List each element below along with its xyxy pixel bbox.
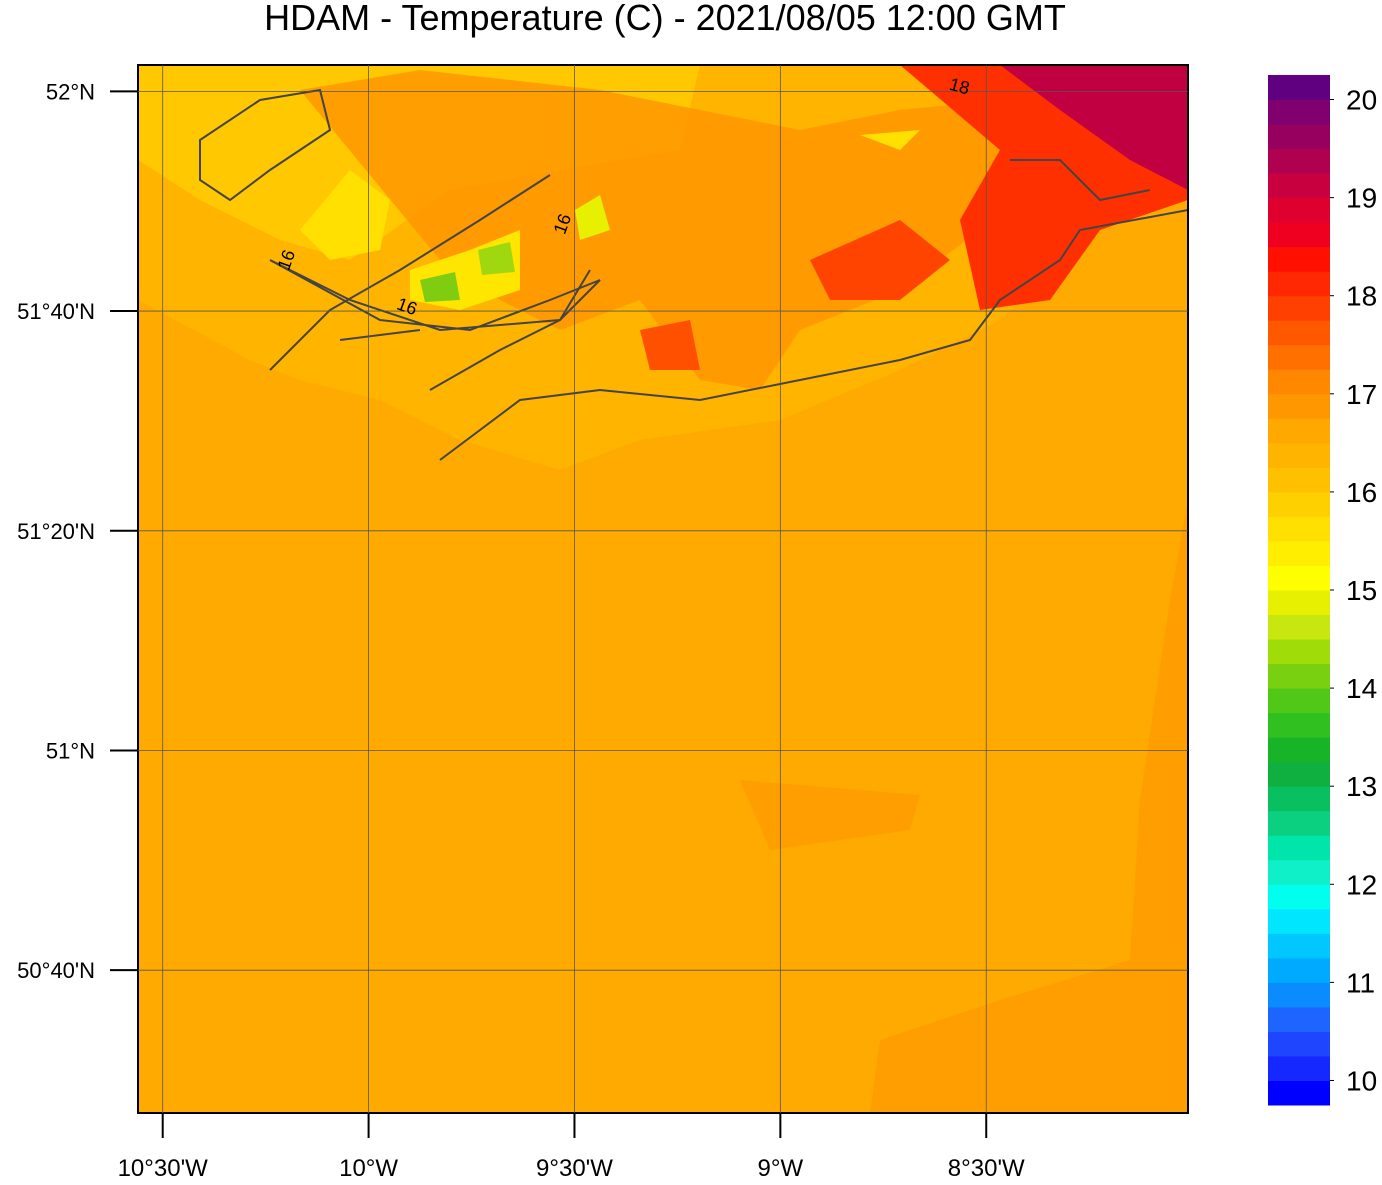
y-tick-label: 51°N [46, 738, 95, 763]
colorbar-swatch [1268, 1055, 1330, 1081]
colorbar-label: 12 [1346, 869, 1377, 900]
colorbar-swatch [1268, 859, 1330, 885]
colorbar-swatch [1268, 442, 1330, 468]
colorbar-swatch [1268, 1006, 1330, 1032]
colorbar-label: 15 [1346, 575, 1377, 606]
colorbar-swatch [1268, 712, 1330, 738]
colorbar-swatch [1268, 663, 1330, 689]
colorbar-swatch [1268, 124, 1330, 150]
x-tick-label: 10°30'W [118, 1155, 209, 1180]
colorbar-swatch [1268, 99, 1330, 125]
title: HDAM - Temperature (C) - 2021/08/05 12:0… [264, 0, 1066, 38]
colorbar-swatch [1268, 688, 1330, 714]
y-tick-label: 50°40'N [17, 958, 95, 983]
x-tick-label: 10°W [339, 1155, 398, 1180]
y-tick-label: 52°N [46, 79, 95, 104]
colorbar-swatch [1268, 590, 1330, 616]
colorbar-swatch [1268, 369, 1330, 395]
colorbar-swatch [1268, 222, 1330, 248]
colorbar-swatch [1268, 75, 1330, 101]
colorbar-swatch [1268, 1031, 1330, 1057]
colorbar-swatch [1268, 639, 1330, 665]
x-tick-label: 8°30'W [948, 1155, 1025, 1180]
colorbar-swatch [1268, 344, 1330, 370]
colorbar-swatch [1268, 271, 1330, 297]
colorbar-label: 16 [1346, 477, 1377, 508]
y-tick-label: 51°40'N [17, 299, 95, 324]
colorbar-swatch [1268, 761, 1330, 787]
colorbar-label: 11 [1346, 967, 1375, 998]
colorbar-swatch [1268, 786, 1330, 812]
colorbar-label: 10 [1346, 1065, 1377, 1096]
colorbar-label: 17 [1346, 379, 1377, 410]
colorbar-label: 19 [1346, 183, 1377, 214]
colorbar-swatch [1268, 835, 1330, 861]
x-tick-label: 9°W [758, 1155, 804, 1180]
colorbar-swatch [1268, 957, 1330, 983]
colorbar-swatch [1268, 491, 1330, 517]
x-tick-label: 9°30'W [536, 1155, 613, 1180]
colorbar-label: 14 [1346, 673, 1377, 704]
colorbar-swatch [1268, 908, 1330, 934]
colorbar-swatch [1268, 737, 1330, 763]
colorbar-swatch [1268, 320, 1330, 346]
colorbar-swatch [1268, 982, 1330, 1008]
colorbar-swatch [1268, 884, 1330, 910]
colorbar-swatch [1268, 173, 1330, 199]
colorbar-label: 18 [1346, 281, 1377, 312]
colorbar-swatch [1268, 1080, 1330, 1106]
temperature-field [138, 65, 1188, 1113]
y-tick-label: 51°20'N [17, 519, 95, 544]
colorbar-swatch [1268, 295, 1330, 321]
colorbar-swatch [1268, 246, 1330, 272]
colorbar-swatch [1268, 565, 1330, 591]
colorbar-swatch [1268, 540, 1330, 566]
colorbar-swatch [1268, 933, 1330, 959]
colorbar-swatch [1268, 418, 1330, 444]
colorbar-swatch [1268, 810, 1330, 836]
colorbar-swatch [1268, 467, 1330, 493]
plot-frame [137, 64, 1189, 1114]
colorbar-label: 13 [1346, 771, 1377, 802]
colorbar-swatch [1268, 197, 1330, 223]
colorbar-swatch [1268, 516, 1330, 542]
colorbar-swatch [1268, 614, 1330, 640]
colorbar-swatch [1268, 393, 1330, 419]
colorbar-label: 20 [1346, 85, 1377, 116]
colorbar-swatch [1268, 148, 1330, 174]
